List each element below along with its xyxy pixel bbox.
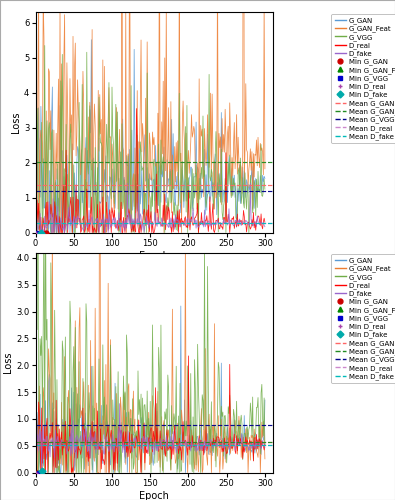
X-axis label: Epoch: Epoch [139,490,169,500]
Text: (1) Loss of Model 1: (1) Loss of Model 1 [105,272,203,282]
Y-axis label: Loss: Loss [3,352,13,373]
Y-axis label: Loss: Loss [11,112,21,133]
Legend: G_GAN, G_GAN_Feat, G_VGG, D_real, D_fake, Min G_GAN, Min G_GAN_Feat, Min G_VGG, : G_GAN, G_GAN_Feat, G_VGG, D_real, D_fake… [331,254,395,384]
X-axis label: Epoch: Epoch [139,250,169,260]
Legend: G_GAN, G_GAN_Feat, G_VGG, D_real, D_fake, Min G_GAN, Min G_GAN_Feat, Min G_VGG, : G_GAN, G_GAN_Feat, G_VGG, D_real, D_fake… [331,14,395,143]
